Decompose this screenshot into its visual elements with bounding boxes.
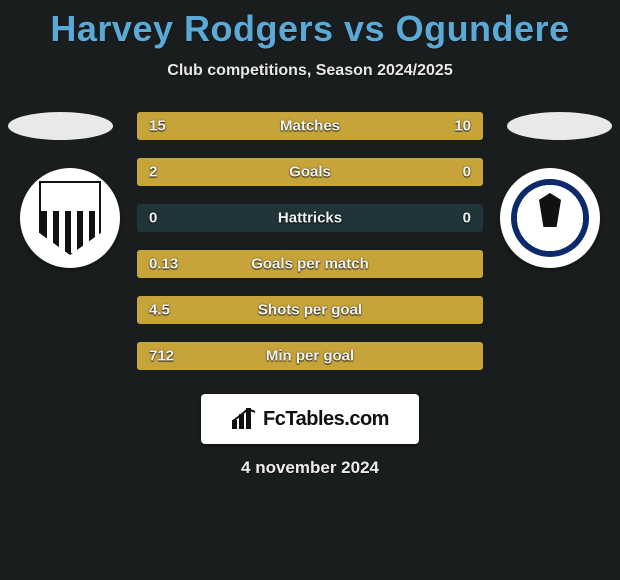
snapshot-date: 4 november 2024 — [0, 458, 620, 478]
stat-value-left: 0.13 — [149, 256, 178, 273]
fctables-logo: FcTables.com — [201, 394, 419, 444]
stat-row: 2 0 Goals — [137, 158, 483, 186]
stat-row: 4.5 Shots per goal — [137, 296, 483, 324]
stat-row: 0.13 Goals per match — [137, 250, 483, 278]
stat-value-right: 10 — [454, 118, 471, 135]
bars-icon — [231, 408, 257, 430]
flag-shadow-right — [507, 112, 612, 140]
club-badge-right — [500, 168, 600, 268]
grimsby-shield-icon — [39, 181, 101, 255]
stat-label: Hattricks — [278, 210, 342, 227]
stats-list: 15 10 Matches 2 0 Goals 0 0 Hattricks 0.13 Goals p… — [137, 112, 483, 370]
stat-fill-left — [137, 158, 407, 186]
fctables-logo-text: FcTables.com — [263, 408, 389, 431]
stat-value-left: 4.5 — [149, 302, 170, 319]
stat-value-right: 0 — [463, 164, 471, 181]
stat-value-left: 15 — [149, 118, 166, 135]
stat-row: 0 0 Hattricks — [137, 204, 483, 232]
stat-fill-right — [407, 158, 483, 186]
stat-value-right: 0 — [463, 210, 471, 227]
stat-value-left: 712 — [149, 348, 174, 365]
stat-label: Goals per match — [251, 256, 369, 273]
flag-shadow-left — [8, 112, 113, 140]
stat-label: Min per goal — [266, 348, 354, 365]
stat-label: Goals — [289, 164, 331, 181]
club-badge-right-circle — [500, 168, 600, 268]
stat-label: Matches — [280, 118, 340, 135]
stat-label: Shots per goal — [258, 302, 362, 319]
club-badge-left-circle — [20, 168, 120, 268]
comparison-main: 15 10 Matches 2 0 Goals 0 0 Hattricks 0.13 Goals p… — [0, 112, 620, 370]
wimbledon-crest-icon — [511, 179, 589, 257]
stat-row: 712 Min per goal — [137, 342, 483, 370]
stat-value-left: 0 — [149, 210, 157, 227]
comparison-subtitle: Club competitions, Season 2024/2025 — [0, 62, 620, 80]
stat-row: 15 10 Matches — [137, 112, 483, 140]
comparison-title: Harvey Rodgers vs Ogundere — [0, 0, 620, 50]
club-badge-left — [20, 168, 120, 268]
stat-value-left: 2 — [149, 164, 157, 181]
